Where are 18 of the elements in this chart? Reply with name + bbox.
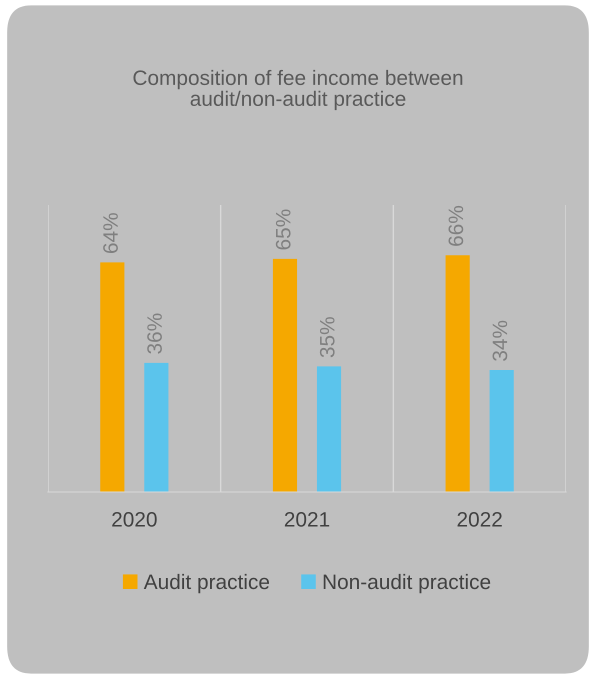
bar: [446, 255, 470, 492]
x-tick-label: 2021: [284, 512, 330, 527]
bar: [144, 362, 168, 492]
legend-label: Audit practice: [144, 574, 270, 594]
chart-title: Composition of fee income between audit/non-audit practice: [133, 70, 462, 110]
x-tick-label: 2020: [112, 512, 157, 527]
bar: [490, 370, 514, 492]
bar: [272, 258, 298, 492]
bar: [100, 262, 124, 492]
data-label: 35%: [320, 317, 335, 358]
bar: [316, 366, 342, 492]
legend-label: Non-audit practice: [324, 574, 490, 594]
x-tick-label: 2022: [458, 512, 502, 527]
data-label: 64%: [103, 213, 118, 254]
data-label: 66%: [448, 206, 464, 246]
data-label: 65%: [276, 210, 291, 250]
data-label: 34%: [492, 320, 508, 361]
data-label: 36%: [147, 314, 162, 354]
